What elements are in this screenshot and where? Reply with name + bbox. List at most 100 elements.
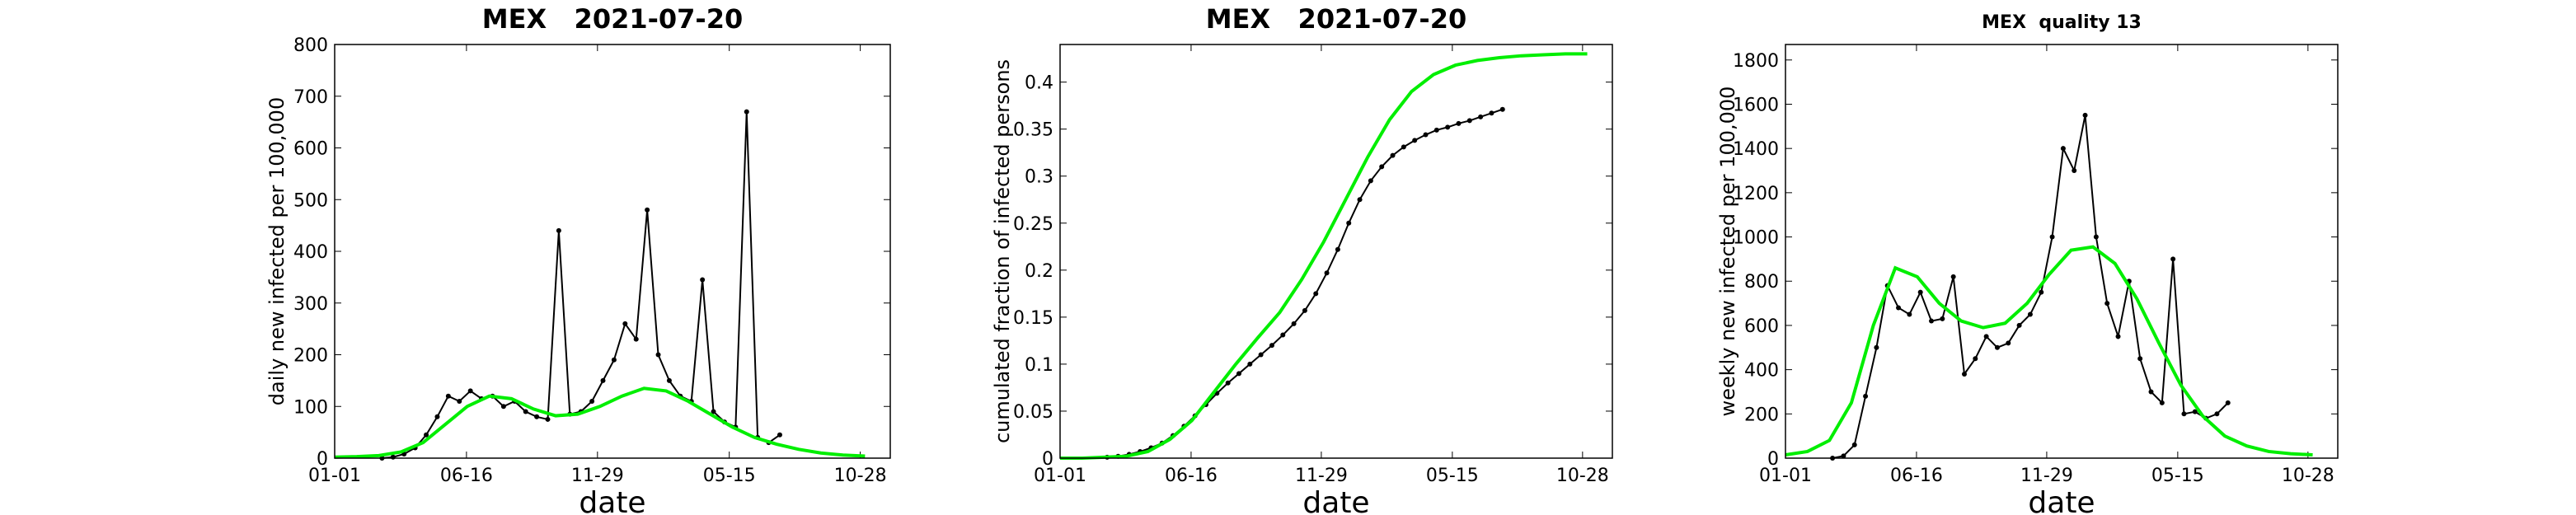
y-axis-label: weekly new infected per 100,000 (1716, 87, 1739, 417)
y-tick-label: 600 (1744, 316, 1779, 337)
y-tick-label: 0 (317, 449, 328, 470)
data-point (2115, 334, 2121, 339)
data-point (589, 398, 595, 404)
data-point (611, 357, 617, 363)
plot-frame (1059, 44, 1613, 459)
y-tick-label: 1000 (1733, 228, 1779, 249)
data-point (500, 404, 506, 410)
y-tick-label: 1600 (1733, 95, 1779, 115)
data-point (2148, 389, 2154, 395)
y-tick-label: 200 (293, 346, 328, 367)
data-point (1973, 356, 1978, 362)
x-tick-label: 10-28 (834, 466, 887, 486)
data-point (1851, 442, 1857, 447)
data-point (744, 109, 749, 115)
y-tick-label: 300 (293, 294, 328, 315)
data-point (1863, 393, 1869, 399)
data-point (1335, 246, 1340, 252)
x-tick-label: 01-01 (1759, 466, 1812, 486)
x-tick-label: 05-15 (2151, 466, 2204, 486)
data-point (666, 377, 672, 383)
y-tick-label: 0 (1042, 449, 1053, 470)
data-point (534, 414, 540, 419)
data-point (1896, 305, 1902, 311)
data-point (1302, 307, 1307, 313)
y-tick-label: 400 (1744, 361, 1779, 382)
data-point (2082, 112, 2088, 118)
data-point (1907, 311, 1912, 317)
x-tick-label: 11-29 (2020, 466, 2073, 486)
x-axis-label: date (1302, 486, 1369, 515)
x-tick-label: 10-28 (1556, 466, 1609, 486)
data-point (777, 432, 782, 438)
data-point (1489, 110, 1494, 116)
data-point (434, 414, 440, 419)
data-point (655, 352, 661, 358)
data-point (1466, 118, 1472, 124)
y-tick-label: 400 (293, 242, 328, 263)
data-point (1401, 144, 1406, 150)
data-line (1832, 115, 2229, 459)
x-tick-label: 10-28 (2282, 466, 2334, 486)
data-point (2192, 409, 2198, 414)
data-point (1357, 197, 1363, 203)
data-point (1445, 124, 1451, 130)
data-point (1433, 127, 1439, 133)
data-point (2006, 340, 2011, 346)
data-point (2225, 400, 2231, 405)
data-point (2016, 322, 2022, 328)
y-tick-label: 800 (293, 35, 328, 56)
y-tick-label: 0 (1767, 449, 1779, 470)
data-point (2039, 289, 2044, 295)
data-point (711, 409, 716, 414)
y-tick-label: 0.4 (1025, 73, 1053, 94)
data-point (523, 409, 528, 414)
chart-title: MEX 2021-07-20 (482, 3, 743, 35)
data-point (1456, 120, 1462, 126)
data-line (1785, 245, 2313, 456)
data-point (700, 277, 706, 283)
data-point (1950, 274, 1956, 279)
data-point (1478, 114, 1484, 119)
data-point (600, 377, 606, 383)
data-point (645, 207, 650, 213)
data-point (2181, 411, 2187, 417)
x-tick-label: 01-01 (1034, 466, 1086, 486)
data-point (2104, 301, 2110, 307)
y-tick-label: 0.3 (1025, 167, 1053, 188)
y-tick-label: 500 (293, 190, 328, 211)
data-point (1368, 178, 1373, 184)
data-point (1313, 291, 1319, 297)
data-point (2093, 234, 2099, 240)
y-axis-label: cumulated fraction of infected persons (991, 59, 1014, 443)
data-line (334, 386, 866, 459)
y-tick-label: 0.15 (1013, 308, 1053, 329)
plot-frame (334, 44, 891, 459)
data-point (1874, 344, 1879, 350)
data-point (1269, 343, 1274, 349)
chart-title: MEX 2021-07-20 (1206, 3, 1466, 35)
data-point (1379, 164, 1385, 170)
data-point (445, 393, 451, 399)
data-point (2027, 311, 2033, 317)
y-tick-label: 0.35 (1013, 120, 1053, 141)
data-point (1258, 352, 1264, 358)
data-point (545, 416, 551, 422)
data-point (1236, 371, 1241, 377)
data-point (467, 388, 473, 394)
data-point (390, 454, 396, 460)
y-tick-label: 0.1 (1025, 355, 1053, 376)
data-point (1841, 453, 1846, 459)
x-tick-label: 06-16 (440, 466, 493, 486)
data-point (1929, 318, 1935, 324)
data-point (1247, 361, 1253, 367)
y-tick-label: 1200 (1733, 184, 1779, 204)
x-axis-label: date (579, 486, 645, 515)
data-point (1940, 316, 1945, 321)
data-point (1346, 220, 1352, 226)
y-tick-label: 700 (293, 87, 328, 108)
data-point (1225, 380, 1231, 386)
data-point (1994, 344, 2000, 350)
data-point (1390, 152, 1396, 158)
